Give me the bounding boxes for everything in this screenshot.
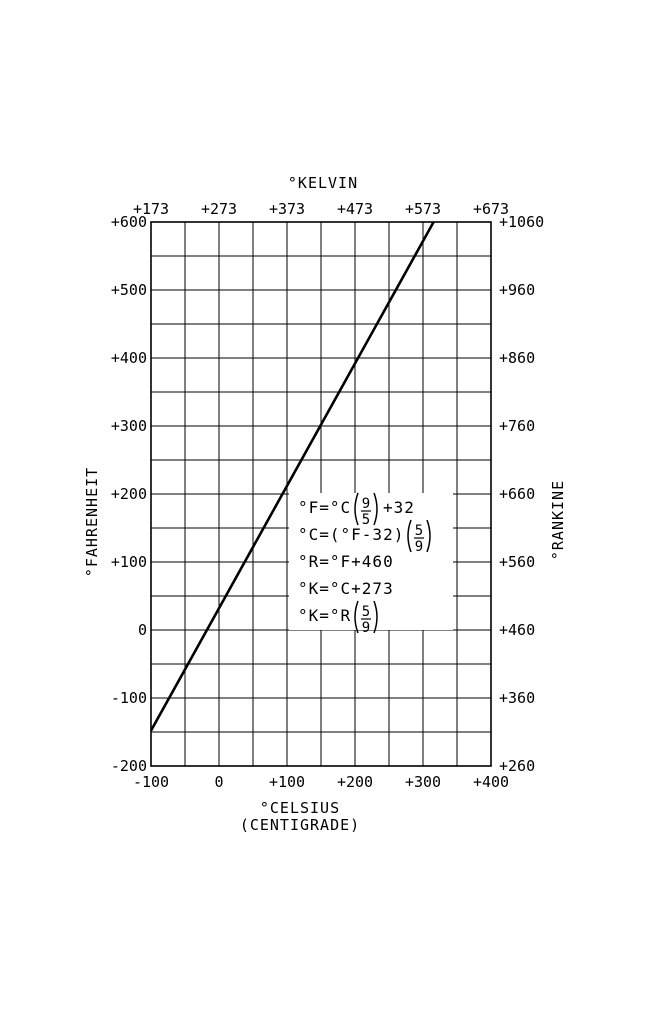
- plot-frame: [150, 221, 492, 767]
- kelvin-axis-label: °KELVIN: [288, 174, 358, 192]
- kelvin-tick-label: +173: [133, 200, 169, 218]
- formula-box: [289, 493, 453, 630]
- y-tick-label: +300: [111, 417, 147, 435]
- fraction-numerator: 5: [415, 523, 423, 539]
- x-tick-label: +400: [473, 773, 509, 791]
- rankine-tick-label: +260: [499, 757, 535, 775]
- left-paren: [407, 519, 412, 553]
- kelvin-tick-label: +373: [269, 200, 305, 218]
- formula-text: °F=°C: [298, 498, 351, 517]
- right-paren: [426, 519, 431, 553]
- y-tick-label: +100: [111, 553, 147, 571]
- fraction-numerator: 5: [362, 604, 370, 620]
- x-tick-label: 0: [214, 773, 223, 791]
- formula-suffix: +32: [383, 498, 415, 517]
- y-tick-label: 0: [138, 621, 147, 639]
- rankine-tick-label: +560: [499, 553, 535, 571]
- y-tick-label: +200: [111, 485, 147, 503]
- x-tick-label: +200: [337, 773, 373, 791]
- formula-text: °K=°C+273: [298, 579, 394, 598]
- right-paren: [373, 600, 378, 634]
- formula-text: °R=°F+460: [298, 552, 394, 571]
- celsius-axis-label: °CELSIUS: [260, 799, 340, 817]
- rankine-tick-label: +860: [499, 349, 535, 367]
- centigrade-axis-label: (CENTIGRADE): [240, 816, 360, 834]
- fraction-denominator: 9: [415, 539, 423, 555]
- rankine-tick-label: +760: [499, 417, 535, 435]
- y-tick-label: +600: [111, 213, 147, 231]
- series-layer: [149, 221, 435, 732]
- left-paren: [354, 492, 359, 526]
- kelvin-tick-label: +473: [337, 200, 373, 218]
- kelvin-tick-label: +273: [201, 200, 237, 218]
- formula-text: °C=(°F-32): [298, 525, 404, 544]
- fraction-denominator: 5: [362, 512, 370, 528]
- rankine-tick-label: +960: [499, 281, 535, 299]
- x-tick-label: +100: [269, 773, 305, 791]
- fraction-denominator: 9: [362, 620, 370, 636]
- kelvin-tick-label: +673: [473, 200, 509, 218]
- x-tick-label: +300: [405, 773, 441, 791]
- rankine-axis-label: °RANKINE: [549, 480, 567, 560]
- fahrenheit-axis-label: °FAHRENHEIT: [83, 467, 101, 577]
- left-paren: [354, 600, 359, 634]
- formula-text: °K=°R: [298, 606, 351, 625]
- y-tick-label: +400: [111, 349, 147, 367]
- rankine-tick-label: +1060: [499, 213, 544, 231]
- x-tick-label: -100: [133, 773, 169, 791]
- conversion-line: [149, 221, 435, 732]
- formula-list: °F=°C 95+32°C=(°F-32) 59°R=°F+460°K=°C+273…: [298, 492, 431, 636]
- y-tick-label: +500: [111, 281, 147, 299]
- y-tick-label: -100: [111, 689, 147, 707]
- kelvin-tick-label: +573: [405, 200, 441, 218]
- right-paren: [373, 492, 378, 526]
- fraction-numerator: 9: [362, 496, 370, 512]
- rankine-tick-label: +360: [499, 689, 535, 707]
- rankine-tick-label: +460: [499, 621, 535, 639]
- rankine-tick-label: +660: [499, 485, 535, 503]
- y-tick-label: -200: [111, 757, 147, 775]
- tick-labels: -100 0 +100 +200 +300 +400 +173 +273 +373 +473 +57…: [111, 200, 544, 791]
